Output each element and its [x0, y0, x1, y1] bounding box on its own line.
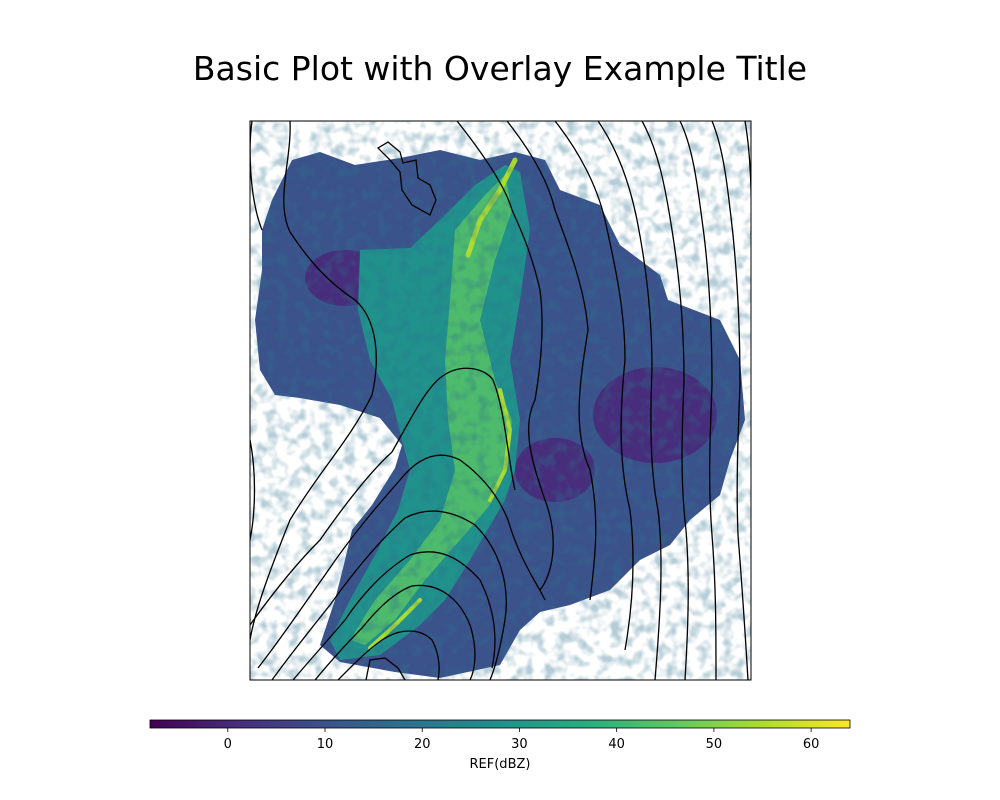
colorbar-tick-label: 30: [511, 737, 528, 752]
colorbar: 0 10 20 30 40 50 60 REF(dBZ): [149, 719, 851, 772]
colorbar-tick-label: 50: [706, 737, 723, 752]
contour-line: [711, 121, 749, 680]
colorbar-ticks: 0 10 20 30 40 50 60: [224, 728, 820, 752]
colorbar-tick-label: 60: [803, 737, 820, 752]
colorbar-gradient: [149, 719, 851, 729]
contour-line: [337, 630, 440, 680]
contour-line: [597, 121, 662, 680]
contour-line: [744, 121, 751, 235]
contour-line: [679, 121, 717, 680]
contour-line: [376, 141, 437, 216]
contour-line: [257, 454, 546, 669]
plot-frame: [249, 120, 752, 681]
contour-line: [314, 584, 476, 680]
contour-line: [554, 121, 634, 651]
contour-line: [641, 121, 689, 680]
contour-line: [250, 121, 263, 231]
plot-area: [249, 120, 752, 681]
contour-line: [456, 121, 554, 591]
contour-line: [250, 121, 377, 641]
contour-overlay: [250, 121, 751, 680]
colorbar-tick-label: 0: [224, 737, 232, 752]
contour-line: [292, 551, 496, 680]
echo-speckle: [250, 121, 751, 680]
contour-line: [365, 657, 406, 680]
colorbar-tick-label: 40: [608, 737, 625, 752]
contour-line: [250, 367, 516, 626]
chart-title: Basic Plot with Overlay Example Title: [193, 49, 807, 88]
contour-line: [506, 121, 597, 601]
reflectivity-field: [250, 121, 751, 680]
contour-line: [250, 439, 256, 541]
colorbar-label: REF(dBZ): [470, 757, 531, 772]
colorbar-tick-label: 10: [317, 737, 334, 752]
colorbar-tick-label: 20: [414, 737, 431, 752]
contour-line: [271, 510, 507, 680]
